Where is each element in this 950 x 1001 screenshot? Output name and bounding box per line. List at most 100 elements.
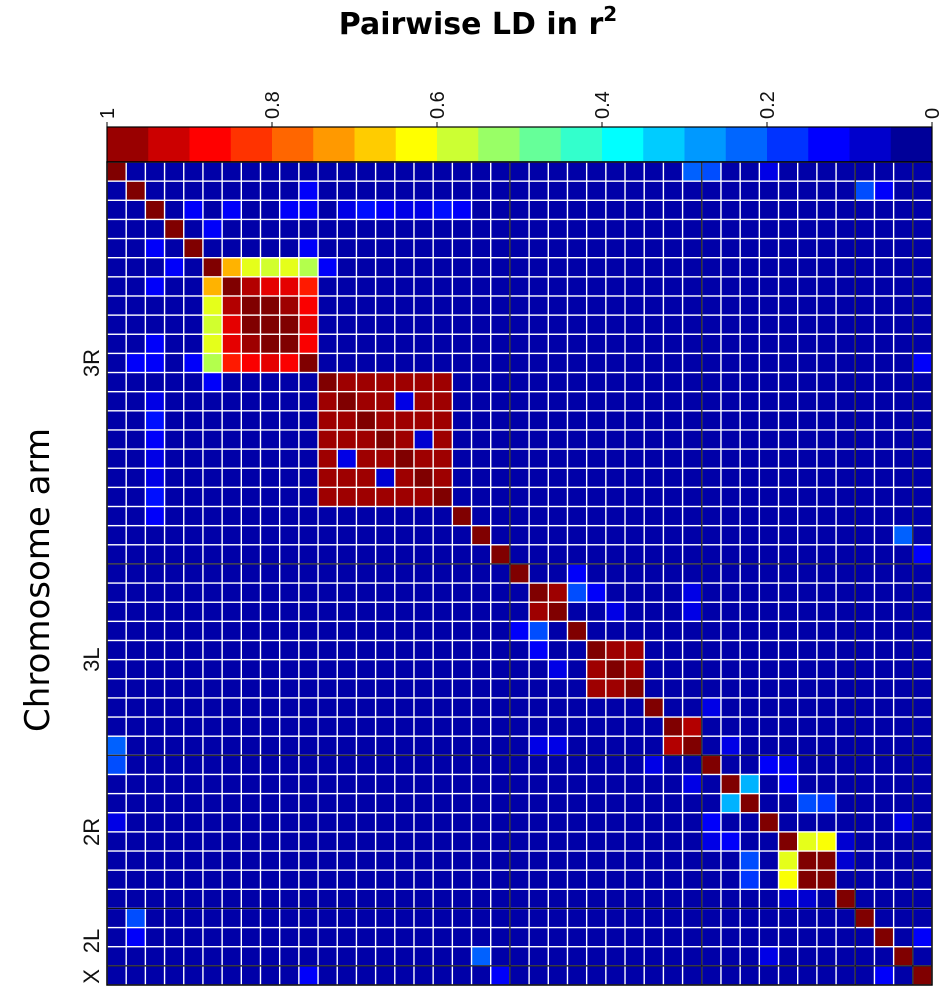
heatmap-cell [299,526,318,545]
heatmap-cell [779,277,797,296]
heatmap-cell [817,373,836,391]
heatmap-cell [318,277,337,296]
heatmap-cell [299,545,318,564]
heatmap-cell [107,258,126,277]
heatmap-cell [606,928,625,947]
heatmap-cell [664,334,682,353]
heatmap-cell [107,392,126,411]
heatmap-cell [529,507,548,525]
heatmap-cell [472,622,491,640]
heatmap-cell [146,411,164,430]
heatmap-cell [836,602,855,621]
heatmap-cell [587,296,606,315]
heatmap-cell [779,162,797,181]
heatmap-cell [664,775,682,793]
heatmap-cell [683,181,702,200]
heatmap-cell [414,947,433,966]
heatmap-cell [894,239,913,257]
heatmap-cell [357,296,375,315]
heatmap-cell [433,411,452,430]
heatmap-cell [376,832,395,851]
heatmap-cell [395,717,414,736]
heatmap-cell [855,909,874,927]
heatmap-cell [222,717,241,736]
heatmap-cell [664,679,682,698]
heatmap-cell [453,698,471,717]
heatmap-cell [760,928,778,947]
heatmap-cell [740,392,759,411]
heatmap-cell [165,277,184,296]
heatmap-cell [798,411,817,430]
heatmap-cell [318,947,337,966]
heatmap-cell [721,583,740,602]
heatmap-cell [165,736,184,755]
heatmap-cell [760,315,778,334]
heatmap-cell [280,181,299,200]
heatmap-cell [702,966,721,985]
heatmap-cell [337,583,356,602]
heatmap-cell [702,468,721,487]
heatmap-cell [491,698,510,717]
heatmap-cell [817,354,836,372]
heatmap-cell [203,373,222,391]
heatmap-cell [337,239,356,257]
heatmap-cell [855,947,874,966]
heatmap-cell [491,315,510,334]
heatmap-cell [107,449,126,468]
heatmap-cell [548,832,567,851]
heatmap-cell [683,411,702,430]
heatmap-cell [242,851,260,870]
heatmap-cell [855,641,874,659]
heatmap-cell [299,602,318,621]
heatmap-cell [625,736,644,755]
heatmap-cell [894,966,913,985]
heatmap-cell [798,239,817,257]
heatmap-cell [798,966,817,985]
heatmap-cell [836,373,855,391]
heatmap-cell [587,679,606,698]
heatmap-cell [798,679,817,698]
heatmap-cell [510,334,529,353]
heatmap-cell [491,488,510,506]
heatmap-cell [433,315,452,334]
heatmap-cell [875,468,893,487]
heatmap-cell [337,756,356,774]
heatmap-cell [318,660,337,679]
heatmap-cell [721,507,740,525]
heatmap-cell [740,296,759,315]
heatmap-cell [894,870,913,889]
heatmap-cell [568,736,586,755]
heatmap-cell [472,354,491,372]
heatmap-cell [165,813,184,832]
heatmap-cell [817,583,836,602]
heatmap-cell [855,870,874,889]
heatmap-cell [203,641,222,659]
heatmap-cell [606,296,625,315]
heatmap-cell [740,641,759,659]
heatmap-cell [606,717,625,736]
heatmap-cell [472,928,491,947]
heatmap-cell [184,851,203,870]
heatmap-cell [510,220,529,238]
heatmap-cell [855,660,874,679]
heatmap-cell [606,583,625,602]
heatmap-cell [702,660,721,679]
heatmap-cell [126,622,145,640]
heatmap-cell [472,449,491,468]
heatmap-cell [625,890,644,908]
heatmap-cell [625,947,644,966]
heatmap-cell [548,181,567,200]
heatmap-cell [721,832,740,851]
heatmap-cell [472,698,491,717]
heatmap-cell [855,526,874,545]
heatmap-cell [894,354,913,372]
heatmap-cell [587,449,606,468]
heatmap-cell [184,966,203,985]
heatmap-cell [165,354,184,372]
heatmap-cell [299,220,318,238]
colorbar-tick-label: 0.2 [757,91,779,119]
heatmap-cell [337,717,356,736]
heatmap-cell [146,928,164,947]
heatmap-cell [376,277,395,296]
heatmap-cell [529,181,548,200]
